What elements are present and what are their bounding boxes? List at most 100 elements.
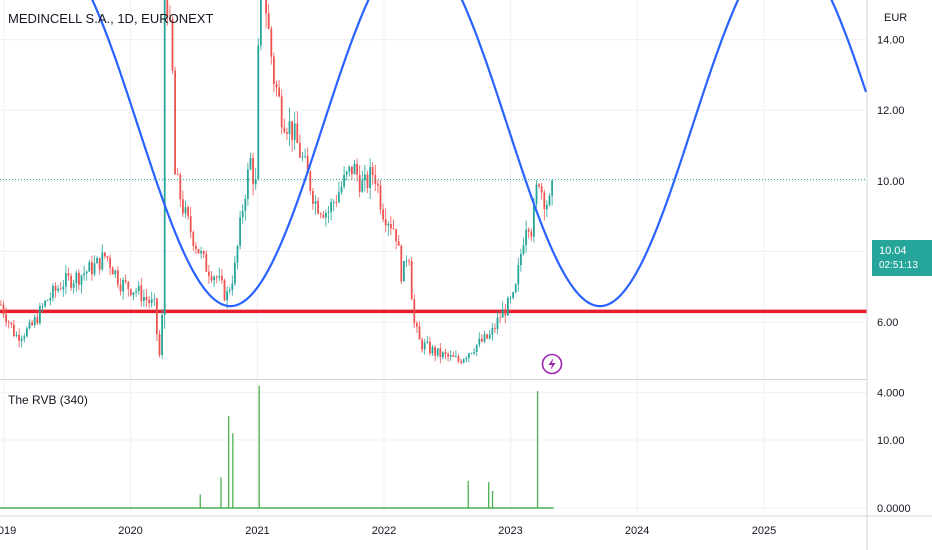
candle-body[interactable] (377, 183, 379, 186)
candle-body[interactable] (538, 184, 540, 187)
candle-body[interactable] (462, 359, 465, 363)
candle-body[interactable] (184, 207, 187, 214)
candle-body[interactable] (330, 202, 332, 212)
candle-body[interactable] (41, 306, 44, 307)
candle-body[interactable] (507, 298, 509, 316)
candle-body[interactable] (135, 291, 137, 293)
candle-body[interactable] (153, 298, 156, 300)
candle-body[interactable] (234, 262, 236, 284)
candle-body[interactable] (369, 166, 371, 189)
candle-body[interactable] (343, 174, 345, 187)
candle-body[interactable] (93, 263, 96, 275)
candle-body[interactable] (351, 166, 353, 175)
candle-body[interactable] (244, 199, 247, 211)
candle-body[interactable] (293, 123, 296, 140)
candle-body[interactable] (119, 284, 122, 292)
candle-body[interactable] (275, 84, 278, 88)
candle-body[interactable] (280, 96, 283, 128)
event-marker[interactable] (541, 353, 563, 375)
candle-body[interactable] (75, 272, 78, 284)
candle-body[interactable] (533, 204, 535, 237)
candle-body[interactable] (267, 13, 270, 29)
candle-body[interactable] (236, 245, 239, 263)
candle-body[interactable] (215, 277, 218, 278)
candle-body[interactable] (520, 253, 522, 266)
candle-body[interactable] (475, 344, 478, 352)
candle-body[interactable] (379, 185, 382, 210)
candle-body[interactable] (551, 180, 553, 196)
candle-body[interactable] (319, 213, 322, 215)
candle-body[interactable] (439, 348, 442, 358)
candle-body[interactable] (504, 309, 507, 316)
candle-body[interactable] (296, 123, 299, 143)
candle-body[interactable] (163, 0, 166, 316)
candle-body[interactable] (353, 163, 356, 175)
candle-body[interactable] (247, 169, 249, 200)
candle-body[interactable] (494, 327, 496, 329)
candle-body[interactable] (317, 201, 319, 214)
candle-body[interactable] (449, 355, 452, 357)
candle-body[interactable] (426, 341, 429, 343)
candle-body[interactable] (174, 70, 176, 175)
candle-body[interactable] (218, 275, 221, 278)
candle-body[interactable] (488, 334, 491, 339)
candle-body[interactable] (345, 171, 348, 175)
candle-body[interactable] (96, 257, 98, 264)
candle-body[interactable] (104, 252, 106, 257)
candle-body[interactable] (72, 283, 75, 288)
sine-wave-line[interactable] (0, 0, 868, 308)
candle-body[interactable] (124, 280, 127, 282)
candle-body[interactable] (213, 277, 215, 281)
candle-body[interactable] (223, 280, 226, 301)
candle-body[interactable] (304, 156, 306, 157)
candle-body[interactable] (132, 292, 135, 295)
candle-body[interactable] (301, 156, 304, 158)
candle-body[interactable] (13, 324, 15, 337)
candle-body[interactable] (145, 297, 148, 301)
candle-body[interactable] (182, 199, 184, 214)
candle-body[interactable] (470, 353, 473, 354)
candle-body[interactable] (540, 186, 543, 193)
candle-body[interactable] (10, 322, 13, 325)
candle-body[interactable] (418, 326, 421, 340)
candle-body[interactable] (499, 317, 501, 319)
candle-body[interactable] (527, 229, 530, 232)
candle-body[interactable] (205, 254, 208, 272)
candle-body[interactable] (46, 300, 49, 302)
candle-body[interactable] (200, 251, 202, 254)
candle-body[interactable] (452, 355, 455, 357)
rvb-bars[interactable] (0, 385, 554, 509)
candle-body[interactable] (166, 0, 169, 17)
candle-body[interactable] (501, 309, 504, 318)
candle-body[interactable] (332, 202, 335, 203)
candle-body[interactable] (210, 275, 213, 281)
candle-body[interactable] (106, 256, 109, 258)
candle-body[interactable] (117, 270, 119, 285)
candle-body[interactable] (356, 163, 358, 175)
candle-body[interactable] (291, 121, 293, 140)
candle-body[interactable] (83, 273, 85, 276)
candle-body[interactable] (455, 356, 457, 358)
candle-body[interactable] (130, 289, 132, 295)
candle-body[interactable] (390, 223, 392, 229)
lightning-icon[interactable] (541, 353, 563, 375)
candle-body[interactable] (512, 292, 514, 298)
candle-body[interactable] (514, 284, 517, 293)
candle-body[interactable] (20, 338, 23, 341)
candle-body[interactable] (442, 352, 444, 358)
candle-body[interactable] (413, 299, 416, 324)
candle-body[interactable] (249, 157, 252, 170)
candle-body[interactable] (278, 87, 280, 97)
candle-body[interactable] (176, 174, 179, 176)
candle-body[interactable] (468, 353, 470, 358)
candle-body[interactable] (15, 334, 18, 337)
candle-body[interactable] (179, 174, 182, 200)
candle-body[interactable] (78, 272, 80, 285)
candle-body[interactable] (299, 142, 301, 158)
candle-body[interactable] (286, 132, 288, 134)
candle-body[interactable] (397, 241, 400, 246)
candle-body[interactable] (98, 257, 101, 270)
candle-body[interactable] (457, 356, 460, 362)
candle-body[interactable] (239, 217, 241, 246)
candle-body[interactable] (88, 262, 91, 272)
